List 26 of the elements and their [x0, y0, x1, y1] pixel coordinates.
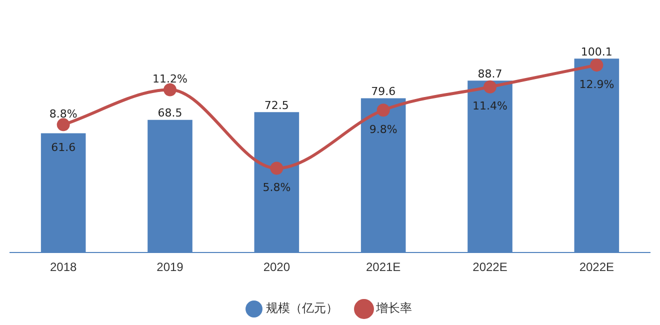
point — [376, 104, 390, 117]
x-tick-label: 2022E — [472, 260, 508, 274]
data-label: 9.8% — [369, 122, 398, 136]
data-label: 5.8% — [262, 181, 291, 194]
point — [164, 83, 176, 96]
legend-label: 增长率 — [375, 301, 412, 316]
x-tick-label: 2022E — [579, 260, 614, 274]
x-tick-label: 2018 — [50, 260, 78, 274]
data-label: 11.4% — [472, 100, 508, 113]
point — [56, 118, 70, 132]
data-label: 61.6 — [51, 141, 76, 154]
point — [590, 58, 604, 72]
x-tick-label: 2019 — [156, 260, 184, 274]
data-label: 8.8% — [49, 108, 78, 121]
data-label: 72.5 — [264, 98, 289, 112]
x-tick-label: 2021E — [366, 260, 401, 274]
point — [270, 162, 284, 175]
data-label: 88.7 — [478, 68, 502, 81]
data-label: 79.6 — [371, 85, 396, 98]
data-label: 11.2% — [152, 72, 188, 86]
data-label: 100.1 — [580, 45, 612, 58]
legend-label: 规模（亿元） — [266, 301, 338, 316]
data-label: 68.5 — [158, 106, 182, 120]
data-label: 12.9% — [579, 78, 614, 91]
x-tick-label: 2020 — [263, 260, 290, 274]
point — [484, 80, 496, 94]
